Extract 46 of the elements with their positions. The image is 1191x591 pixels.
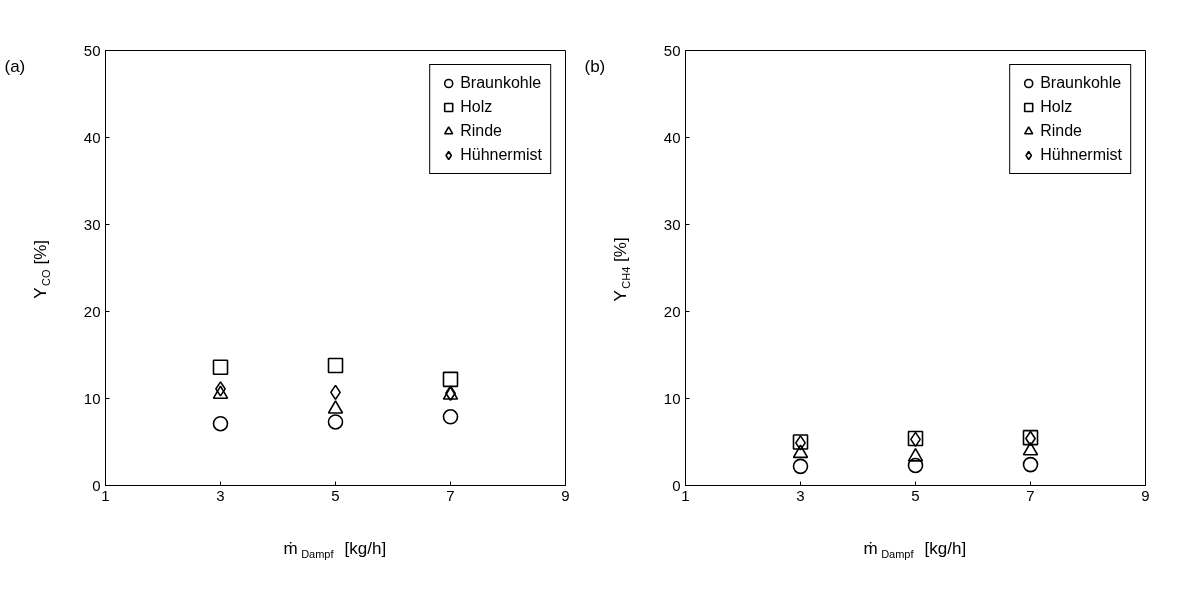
y-tick-label: 40: [83, 128, 101, 146]
point: [907, 457, 924, 474]
legend-label: Hühnermist: [1040, 146, 1122, 164]
chart-title: (a): [4, 57, 26, 77]
x-tick-label: 3: [216, 486, 225, 504]
y-tick-label: 30: [663, 215, 681, 233]
y-axis-title: YCO [%]: [31, 240, 52, 299]
point: [442, 371, 459, 388]
y-tick-label: 20: [663, 302, 681, 320]
legend-label: Rinde: [1040, 122, 1082, 140]
y-tick-label: 0: [92, 476, 101, 494]
point: [212, 385, 229, 399]
point: [442, 408, 459, 425]
x-tick-label: 7: [446, 486, 455, 504]
point: [212, 415, 229, 432]
point: [792, 458, 809, 475]
y-tick-label: 50: [83, 41, 101, 59]
point: [327, 400, 344, 414]
chart-title: (b): [584, 57, 606, 77]
y-axis-title: YCH4 [%]: [611, 237, 632, 302]
x-tick-label: 5: [331, 486, 340, 504]
legend-label: Braunkohle: [460, 74, 542, 92]
y-tick-label: 30: [83, 215, 101, 233]
y-tick-label: 10: [83, 389, 101, 407]
y-tick-label: 50: [663, 41, 681, 59]
x-tick-label: 1: [101, 486, 110, 504]
x-tick-label: 9: [1141, 486, 1150, 504]
x-tick-label: 5: [911, 486, 920, 504]
x-tick-label: 3: [796, 486, 805, 504]
legend-label: Holz: [460, 98, 493, 116]
point: [327, 357, 344, 374]
y-tick-label: 10: [663, 389, 681, 407]
point: [212, 359, 229, 375]
y-tick-label: 20: [83, 302, 101, 320]
x-tick-label: 9: [561, 486, 570, 504]
point: [327, 414, 344, 430]
x-tick-label: 7: [1026, 486, 1035, 504]
y-tick-label: 40: [663, 128, 681, 146]
legend-label: Rinde: [460, 122, 502, 140]
point: [1022, 456, 1039, 473]
legend-label: Braunkohle: [1040, 74, 1122, 92]
y-tick-label: 0: [672, 476, 681, 494]
x-tick-label: 1: [681, 486, 690, 504]
legend-label: Hühnermist: [460, 146, 542, 164]
point: [792, 444, 809, 459]
legend-label: Holz: [1040, 98, 1073, 116]
